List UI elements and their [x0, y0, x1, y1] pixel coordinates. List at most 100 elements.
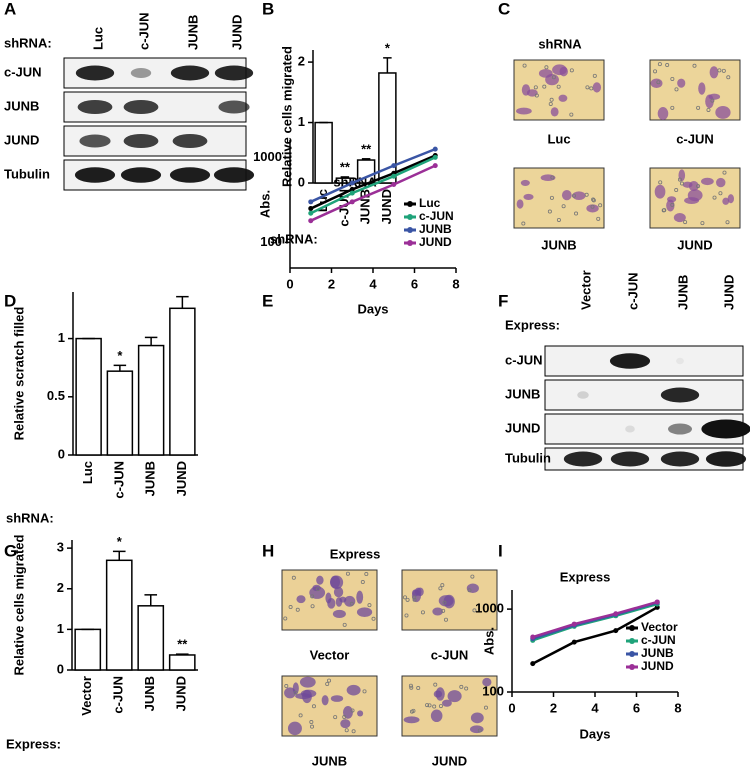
legend-label: JUND	[419, 235, 452, 249]
pore	[726, 75, 731, 80]
pore	[542, 84, 547, 89]
pore	[591, 197, 596, 202]
data-point	[432, 163, 438, 169]
bar	[168, 654, 196, 671]
data-point	[571, 639, 577, 645]
blot-row-label: JUND	[505, 420, 540, 435]
pore	[288, 605, 293, 610]
cell	[403, 716, 420, 724]
pore	[534, 93, 539, 98]
blot-band	[123, 100, 159, 114]
series-line	[532, 600, 658, 639]
pore	[427, 703, 432, 708]
x-tick-label: 4	[591, 700, 599, 715]
pore	[284, 684, 289, 689]
legend-label: c-JUN	[419, 209, 454, 223]
pore	[310, 604, 315, 609]
blot-band	[120, 167, 162, 183]
data-point	[349, 190, 355, 196]
pore	[670, 76, 675, 81]
blot-band	[79, 134, 111, 148]
pore	[674, 87, 679, 92]
cell	[287, 721, 302, 736]
pore	[345, 571, 350, 576]
pore	[333, 715, 338, 720]
x-tick-label: 8	[452, 276, 459, 291]
pore	[342, 622, 347, 627]
pore	[344, 728, 349, 733]
blot-strip	[544, 379, 744, 411]
x-tick-label: JUNB	[143, 461, 158, 496]
pore	[717, 68, 722, 73]
pore	[438, 586, 443, 591]
pore	[571, 193, 576, 198]
pore	[403, 595, 408, 600]
bar	[137, 344, 165, 456]
pore	[544, 65, 549, 70]
pore	[350, 708, 355, 713]
cell	[561, 189, 572, 201]
pore	[362, 689, 367, 694]
bar	[105, 559, 133, 671]
y-tick-label: 1	[57, 621, 64, 636]
pore	[325, 682, 330, 687]
x-prefix: shRNA:	[6, 510, 54, 525]
pore	[657, 62, 662, 67]
legend-marker	[407, 201, 413, 207]
panel-letter: B	[262, 0, 274, 18]
cell	[330, 575, 341, 589]
cell	[482, 677, 492, 687]
x-tick-label: JUND	[174, 461, 189, 496]
x-tick-label: 8	[674, 700, 681, 715]
pore	[360, 580, 365, 585]
pore	[584, 192, 589, 197]
cell	[516, 107, 532, 115]
y-tick-label: 0	[58, 446, 65, 461]
pore	[550, 175, 555, 180]
bar	[106, 370, 134, 456]
cell	[673, 212, 686, 223]
blot-band	[577, 391, 589, 399]
blot-band	[130, 68, 152, 78]
blot-band	[123, 134, 159, 148]
blot-row-label: JUNB	[4, 98, 39, 113]
legend-marker	[629, 625, 635, 631]
pore	[470, 574, 475, 579]
pore	[349, 601, 354, 606]
panel-letter: D	[4, 291, 16, 310]
blot-row-label: Tubulin	[4, 166, 50, 181]
y-axis-label: Abs.	[481, 627, 496, 655]
pore	[367, 603, 372, 608]
x-tick-label: 6	[633, 700, 640, 715]
cell	[344, 595, 356, 607]
pore	[556, 217, 561, 222]
pore	[569, 112, 574, 117]
pore	[696, 184, 701, 189]
x-tick-label: 2	[328, 276, 335, 291]
pore	[589, 86, 594, 91]
lane-label: c-JUN	[625, 272, 640, 310]
cell	[538, 68, 553, 78]
data-point	[308, 210, 314, 216]
blot-band	[169, 167, 211, 183]
pore	[327, 678, 332, 683]
cell	[296, 595, 306, 604]
pore	[549, 97, 554, 102]
panel-letter: F	[498, 291, 508, 310]
blot-band	[609, 353, 651, 369]
cell	[657, 107, 669, 121]
blot-band	[214, 65, 254, 81]
pore	[409, 709, 414, 714]
y-tick-label: 3	[57, 540, 64, 555]
legend-marker	[407, 227, 413, 233]
x-tick-label: JUND	[379, 189, 394, 224]
data-point	[654, 599, 660, 605]
pore	[561, 204, 566, 209]
series-line	[310, 154, 436, 210]
cell	[333, 586, 344, 598]
y-axis-label: Relative cells migrated	[11, 534, 26, 675]
pore	[556, 84, 561, 89]
significance: *	[117, 348, 123, 363]
series-line	[532, 606, 658, 665]
cell	[316, 575, 324, 585]
